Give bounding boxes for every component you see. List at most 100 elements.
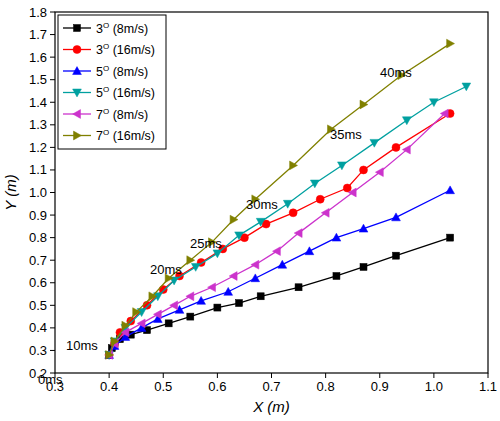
y-axis-label: Y (m) [2, 174, 19, 210]
series-marker [197, 296, 206, 304]
legend-marker [74, 131, 82, 140]
x-tick [217, 373, 218, 378]
legend-marker [74, 25, 81, 32]
series-marker [251, 260, 259, 269]
series-marker [310, 180, 319, 188]
series-marker [170, 301, 178, 310]
y-tick-label: 0.3 [29, 343, 47, 358]
legend-label: 3O (8m/s) [96, 21, 148, 36]
series-marker [229, 272, 237, 281]
series-marker [236, 300, 243, 307]
x-tick-label: 0.9 [371, 379, 389, 394]
x-tick [109, 373, 110, 378]
series-marker [187, 256, 195, 265]
series-marker [289, 209, 297, 217]
y-tick [50, 124, 55, 125]
series-marker [348, 188, 356, 197]
series-marker [360, 166, 368, 174]
legend-label: 5O (8m/s) [96, 64, 148, 79]
legend-label: 7O (8m/s) [96, 107, 148, 122]
series-marker [111, 337, 119, 346]
y-tick [50, 102, 55, 103]
x-tick-label: 1.1 [479, 379, 497, 394]
series-marker [440, 109, 448, 118]
series-marker [187, 313, 194, 320]
series-line [109, 114, 450, 355]
series-marker [191, 264, 200, 272]
series-marker [278, 260, 287, 268]
y-tick [50, 282, 55, 283]
annotation: 10ms [66, 338, 98, 353]
series-marker [133, 308, 141, 317]
series-marker [392, 143, 400, 151]
legend-box [58, 15, 166, 149]
series-marker [154, 310, 162, 319]
series-marker [370, 139, 379, 147]
annotation: 40ms [380, 65, 412, 80]
series-marker [447, 234, 454, 241]
y-tick [50, 192, 55, 193]
x-tick-label: 0.8 [317, 379, 335, 394]
series-marker [105, 351, 114, 359]
y-tick-label: 1.8 [29, 5, 47, 20]
x-tick [488, 373, 489, 378]
series-marker [332, 233, 341, 241]
y-tick [50, 169, 55, 170]
y-tick [50, 147, 55, 148]
x-tick-label: 0.5 [154, 379, 172, 394]
series-marker [106, 351, 113, 358]
series-marker [402, 145, 410, 154]
legend-marker [73, 89, 82, 97]
series-marker [143, 301, 151, 309]
series-marker [447, 39, 455, 48]
series-marker [294, 229, 302, 238]
series-marker [224, 287, 233, 295]
y-tick-label: 1.3 [29, 117, 47, 132]
series-marker [446, 186, 455, 194]
x-tick [379, 373, 380, 378]
y-tick-label: 0.8 [29, 230, 47, 245]
series-marker [122, 321, 130, 330]
y-tick-label: 0.6 [29, 275, 47, 290]
series-marker [430, 99, 439, 107]
legend-marker [73, 67, 82, 75]
y-tick [50, 350, 55, 351]
series-marker [305, 247, 314, 255]
y-tick [50, 34, 55, 35]
series-marker [165, 320, 172, 327]
y-tick-label: 0.5 [29, 298, 47, 313]
annotation: 25ms [190, 236, 222, 251]
y-tick-label: 1.4 [29, 95, 47, 110]
legend-label: 3O (16m/s) [96, 42, 155, 57]
y-tick-label: 1.2 [29, 140, 47, 155]
series-marker [257, 293, 264, 300]
y-tick [50, 260, 55, 261]
x-tick-label: 1.0 [425, 379, 443, 394]
annotation: 0ms [38, 372, 63, 387]
series-marker [333, 272, 340, 279]
series-marker [106, 351, 114, 360]
series-marker [290, 161, 298, 170]
y-tick [50, 327, 55, 328]
x-tick [433, 373, 434, 378]
series-marker [235, 232, 244, 240]
series-marker [208, 283, 216, 292]
annotation: 20ms [150, 262, 182, 277]
series-line [109, 238, 450, 355]
legend: 3O (8m/s) 3O (16m/s) 5O (8m/s) 5O (16m/s) 7O… [58, 15, 166, 149]
legend-label: 7O (16m/s) [96, 128, 155, 143]
series-marker [316, 195, 324, 203]
series-marker [343, 184, 351, 192]
series-marker [214, 304, 221, 311]
annotation: 35ms [330, 127, 362, 142]
plot-frame [55, 12, 488, 373]
series-marker [392, 252, 399, 259]
y-tick-label: 0.7 [29, 253, 47, 268]
legend-label: 5O (16m/s) [96, 85, 155, 100]
y-tick-label: 1.6 [29, 50, 47, 65]
series-line [109, 190, 450, 355]
y-tick [50, 57, 55, 58]
series-marker [295, 284, 302, 291]
series-marker [149, 292, 157, 301]
series-marker [462, 83, 471, 91]
